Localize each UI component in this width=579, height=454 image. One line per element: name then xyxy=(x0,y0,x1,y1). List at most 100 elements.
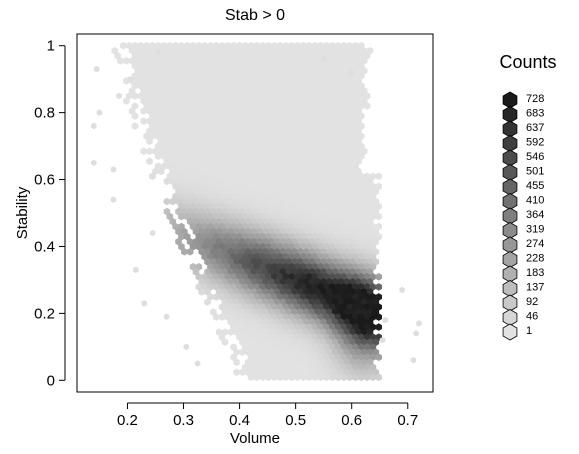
hex-cell xyxy=(239,197,246,206)
hex-cell xyxy=(259,172,266,181)
hex-cell xyxy=(326,147,333,156)
hex-cell xyxy=(337,97,345,105)
hex-cell xyxy=(204,97,211,105)
hex-cell xyxy=(239,328,246,336)
hex-cell xyxy=(212,242,220,251)
hex-cell xyxy=(166,51,174,60)
hex-cell xyxy=(294,273,301,281)
hex-cell xyxy=(279,67,287,75)
hex-cell xyxy=(262,187,269,196)
hex-cell xyxy=(247,222,255,231)
hex-cell xyxy=(300,192,307,201)
hex-cell xyxy=(143,132,150,140)
hex-cell xyxy=(317,142,324,151)
hex-cell xyxy=(355,97,362,105)
hex-cell xyxy=(366,338,374,346)
hex-cell xyxy=(131,92,139,100)
hex-cell xyxy=(149,102,156,110)
hex-cell xyxy=(175,197,182,206)
hex-cell xyxy=(294,263,301,271)
hex-cell xyxy=(366,368,374,377)
hex-cell xyxy=(227,187,235,196)
hex-cell xyxy=(233,56,240,65)
hex-cell xyxy=(256,127,264,135)
hex-cell xyxy=(314,107,322,115)
hex-cell xyxy=(186,167,194,176)
hex-cell xyxy=(268,348,275,357)
hex-cell xyxy=(215,197,223,206)
hex-cell xyxy=(207,202,214,211)
hex-cell xyxy=(305,313,313,321)
hex-cell xyxy=(352,252,359,261)
hex-cell xyxy=(311,313,319,321)
hex-cell xyxy=(262,107,269,115)
hex-cell xyxy=(366,197,374,206)
hex-cell xyxy=(195,122,203,130)
hex-cell xyxy=(149,112,156,120)
hex-cell xyxy=(244,87,252,95)
hex-cell xyxy=(329,242,336,251)
hex-cell xyxy=(241,242,249,251)
hex-cell xyxy=(308,147,316,156)
legend-label: 137 xyxy=(526,282,544,294)
hex-cell xyxy=(212,92,220,100)
hex-cell xyxy=(326,227,333,236)
hex-cell xyxy=(181,207,188,216)
hex-cell xyxy=(288,92,295,100)
hex-cell xyxy=(302,368,310,377)
hex-cell xyxy=(259,283,266,291)
hex-cell xyxy=(279,247,287,256)
legend-hex xyxy=(502,236,518,254)
hex-cell xyxy=(253,172,261,181)
hex-cell xyxy=(253,51,261,60)
hex-cell xyxy=(297,167,304,176)
hex-cell xyxy=(270,142,278,151)
hex-cell xyxy=(218,122,226,130)
hex-cell xyxy=(346,303,353,311)
hex-cell xyxy=(308,157,316,166)
hex-cell xyxy=(210,67,217,75)
hex-cell xyxy=(265,122,272,130)
hex-cell xyxy=(178,222,185,231)
hex-cell xyxy=(337,87,345,95)
hex-cell xyxy=(349,318,356,326)
hex-cell xyxy=(192,227,200,236)
hex-cell xyxy=(337,358,345,367)
hex-cell xyxy=(334,92,342,100)
hex-cell xyxy=(273,147,281,156)
hex-cell xyxy=(181,137,188,145)
hex-cell xyxy=(218,182,226,191)
hex-cell xyxy=(239,237,246,246)
hex-cell xyxy=(218,192,226,201)
hex-cell xyxy=(363,232,371,241)
hex-cell xyxy=(317,182,324,191)
hex-cell xyxy=(227,87,235,95)
hex-cell xyxy=(352,263,359,271)
hex-cell xyxy=(355,308,362,316)
hex-cell xyxy=(230,343,237,352)
hex-cell xyxy=(311,162,319,171)
hex-cell xyxy=(262,127,269,135)
hex-cell xyxy=(186,157,194,166)
hex-cell xyxy=(320,127,327,135)
hex-cell xyxy=(239,137,246,145)
outlier-points xyxy=(91,49,422,367)
hex-cell xyxy=(340,72,348,80)
hex-cell xyxy=(160,51,168,60)
hex-cell xyxy=(259,323,266,331)
hex-cell xyxy=(239,177,246,186)
hex-cell xyxy=(192,97,200,105)
hex-cell xyxy=(331,167,339,176)
hex-cell xyxy=(210,237,217,246)
hex-cell xyxy=(131,62,139,70)
hex-cell xyxy=(340,51,348,60)
hex-cell xyxy=(181,117,188,125)
hex-cell xyxy=(262,217,269,226)
hex-cell xyxy=(326,328,333,336)
hex-cell xyxy=(233,46,240,55)
hex-cell xyxy=(244,257,252,266)
x-tick-label: 0.5 xyxy=(285,412,306,429)
hex-cell xyxy=(239,227,246,236)
hex-cell xyxy=(175,97,182,105)
hex-cell xyxy=(346,132,353,140)
